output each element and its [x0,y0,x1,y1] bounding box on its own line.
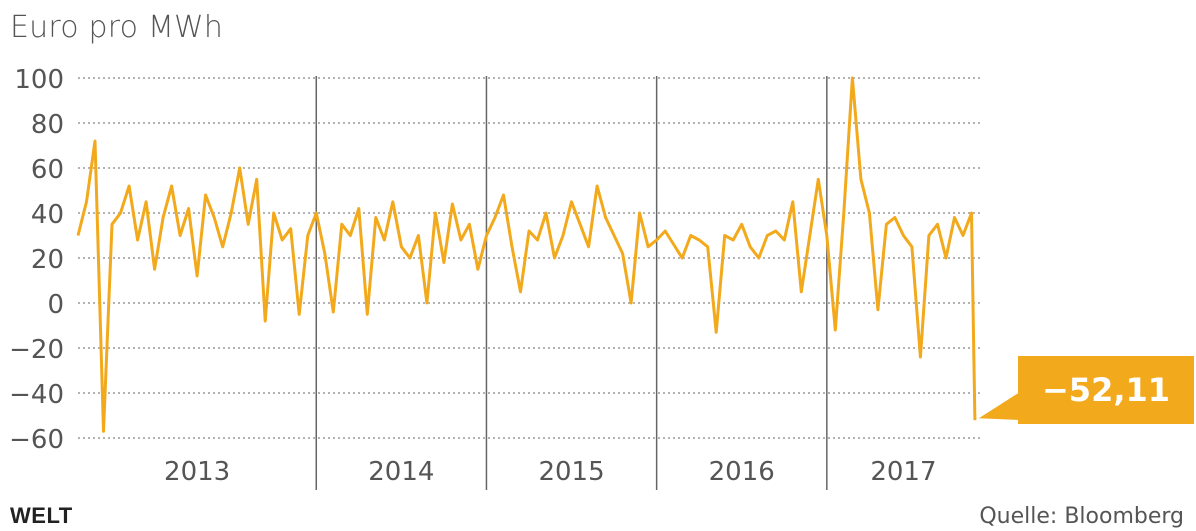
y-tick-label: 80 [31,110,64,140]
y-tick-label: −60 [9,425,64,455]
y-axis-unit-label: Euro pro MWh [10,10,224,45]
source-note: Quelle: Bloomberg [979,504,1184,529]
last-value-label: −52,11 [1041,371,1171,409]
y-tick-label: 100 [14,65,64,95]
y-tick-label: −20 [9,335,64,365]
price-series-line [76,76,977,433]
year-dividers [315,76,828,490]
y-axis-ticks: 100 80 60 40 20 0 −20 −40 −60 [9,65,64,455]
series-group [76,76,1020,433]
y-tick-label: 0 [47,290,64,320]
y-tick-label: 20 [31,245,64,275]
y-tick-label: −40 [9,380,64,410]
x-category-label: 2015 [538,457,604,487]
last-value-callout: −52,11 [1018,356,1194,424]
publisher-logo: WELT [10,503,73,528]
x-category-label: 2016 [709,457,775,487]
y-tick-label: 60 [31,155,64,185]
x-category-label: 2014 [368,457,434,487]
y-tick-label: 40 [31,200,64,230]
x-axis-year-labels: 2013 2014 2015 2016 2017 [164,457,936,487]
x-category-label: 2013 [164,457,230,487]
callout-pointer [978,392,1020,420]
gridlines [78,77,980,439]
x-category-label: 2017 [870,457,936,487]
